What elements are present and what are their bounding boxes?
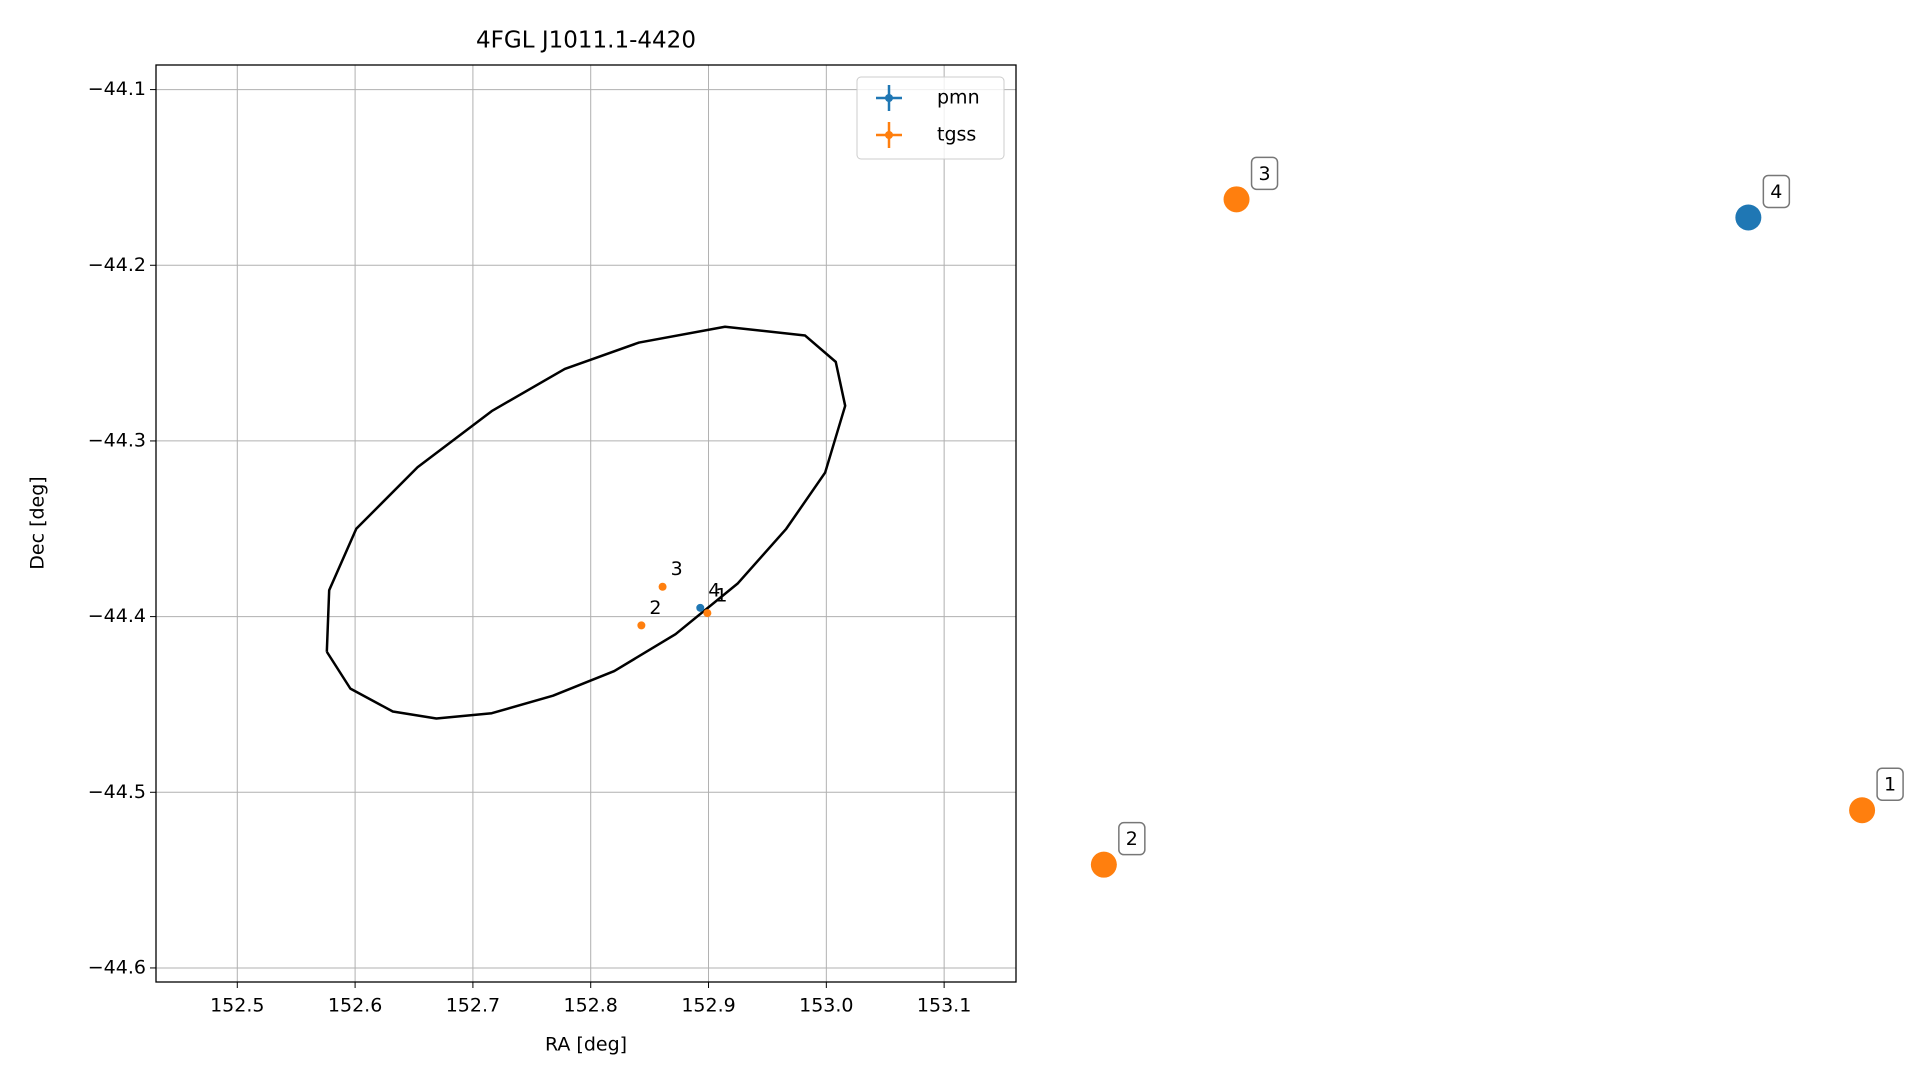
y-tick-label: −44.4 [88,605,146,627]
y-tick-label: −44.6 [88,956,146,978]
x-tick-label: 153.0 [799,995,853,1017]
point [696,603,705,612]
label-box [1118,821,1146,856]
x-tick-label: 152.6 [328,995,382,1017]
chart-title: 4FGL J1011.1-4420 [476,28,696,54]
y-tick-label: −44.1 [88,78,146,100]
point [658,582,667,591]
x-tick-label: 152.8 [564,995,618,1017]
point-label: 1 [715,585,727,607]
error-ellipse [325,325,847,720]
point [637,621,646,630]
y-tick-label: −44.5 [88,781,146,803]
y-tick-label: −44.2 [88,254,146,276]
x-axis-label: RA [deg] [545,1034,627,1056]
legend-box [856,76,1005,160]
point-label: 2 [1126,828,1138,850]
point [1735,204,1762,231]
x-tick-label: 153.1 [917,995,971,1017]
point [1090,851,1117,878]
x-tick-label: 152.7 [446,995,500,1017]
legend-label: pmn [937,87,980,109]
label-box [1876,767,1904,801]
point-label: 3 [671,558,683,580]
y-tick-label: −44.3 [88,429,146,451]
point-label: 1 [1884,774,1896,796]
plot-frame [155,64,1017,983]
x-tick-label: 152.5 [210,995,264,1017]
legend-marker [885,94,893,102]
legend-marker [885,131,893,139]
label-box [1250,156,1279,191]
point-label: 4 [1770,181,1782,203]
point-label: 2 [649,597,661,619]
label-box [1762,174,1791,209]
point [1223,186,1250,213]
legend-label: tgss [937,124,976,146]
y-axis-label: Dec [deg] [27,476,49,569]
point-label: 4 [708,579,720,601]
x-tick-label: 152.9 [681,995,735,1017]
point [703,609,712,618]
point-label: 3 [1258,163,1270,185]
point [1849,797,1876,824]
